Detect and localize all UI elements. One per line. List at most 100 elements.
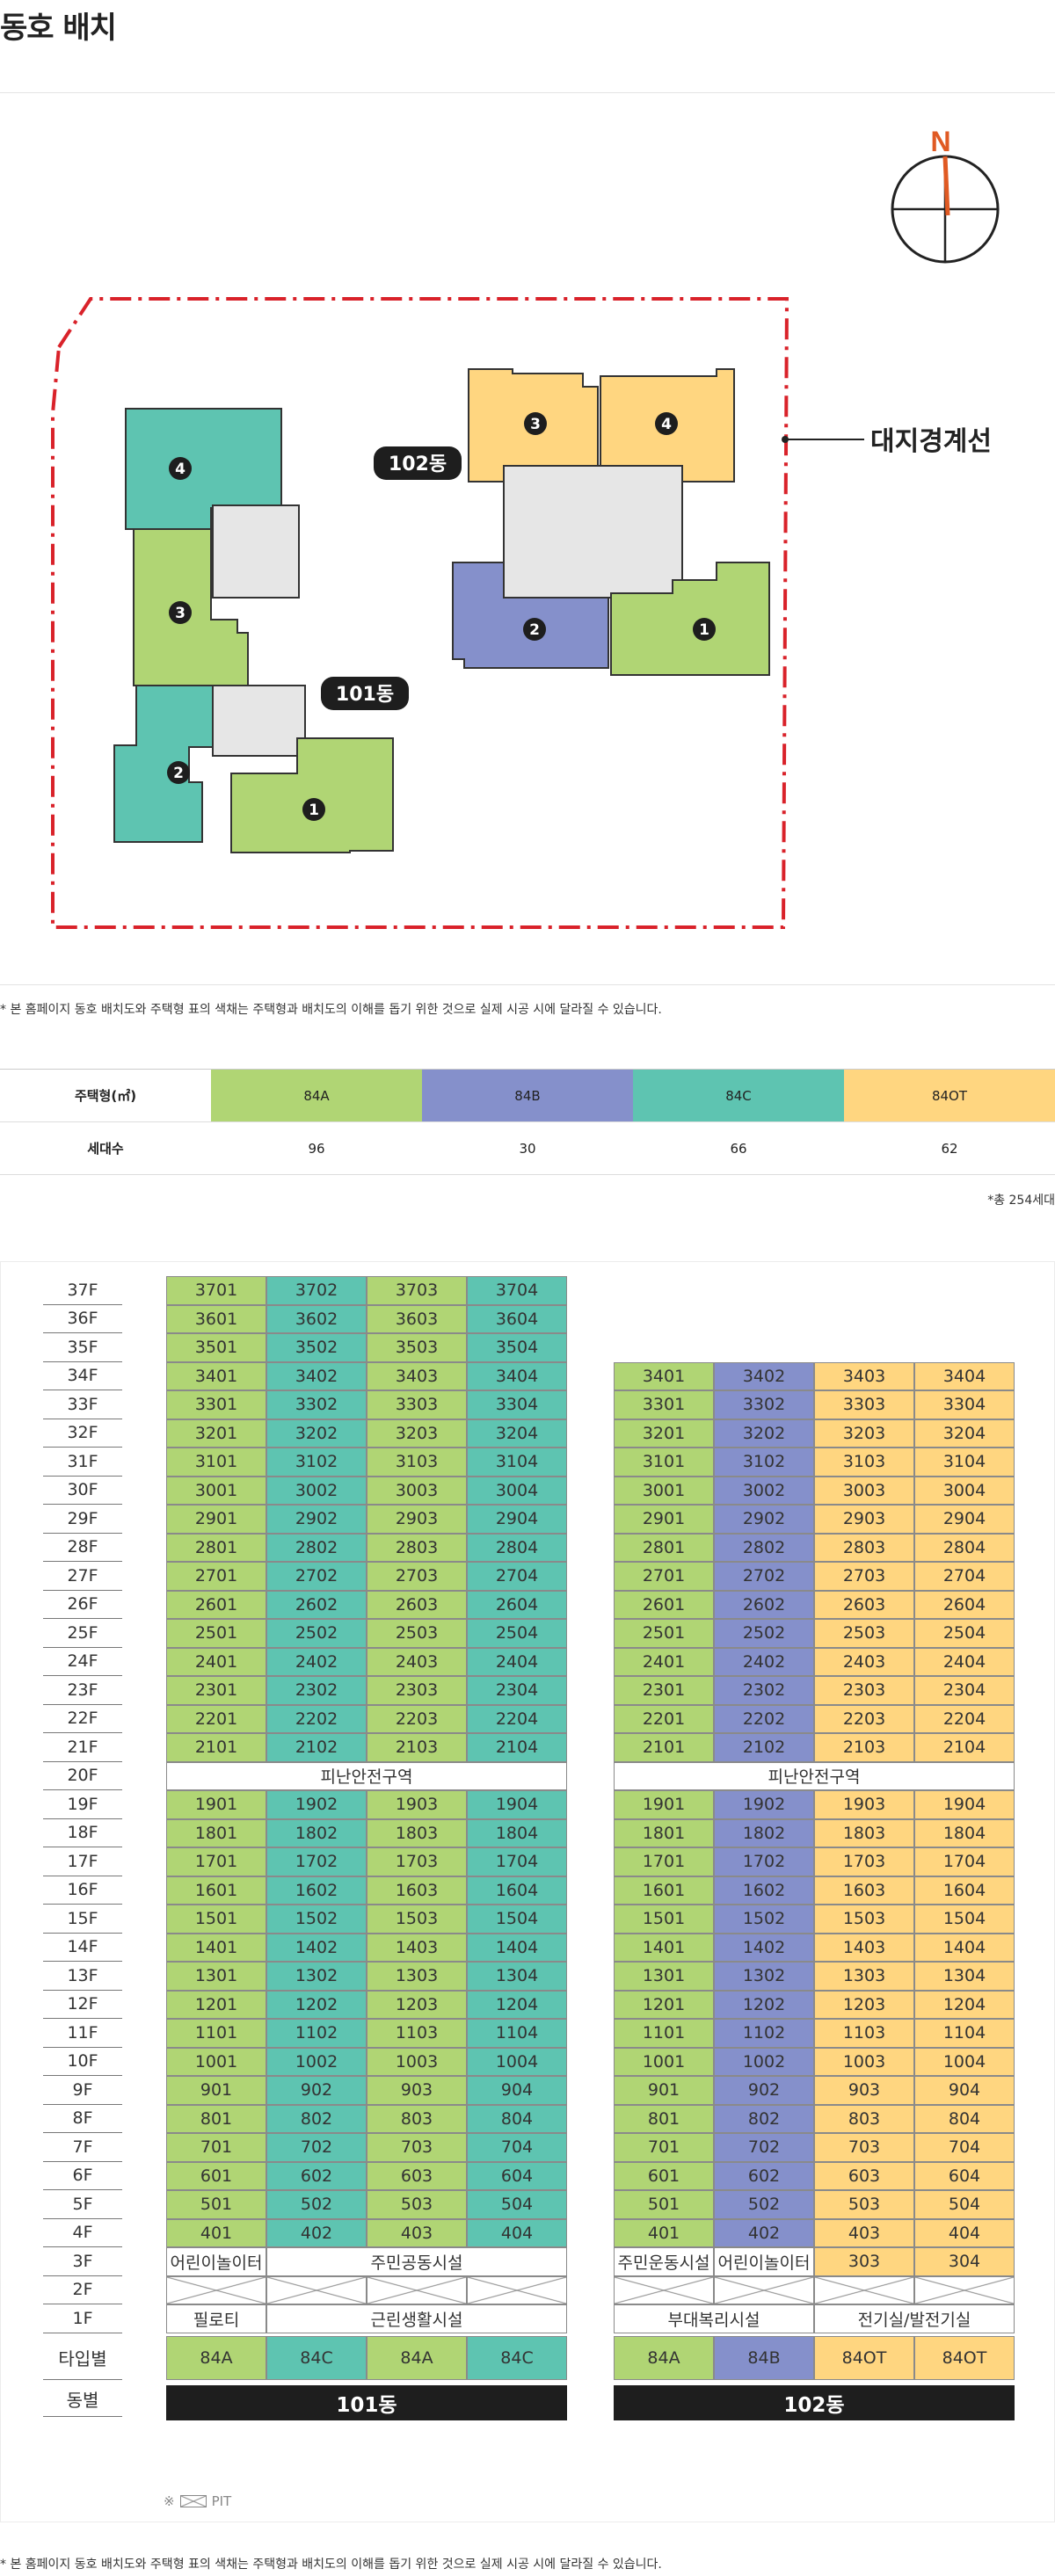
building-101-unit: 2804 bbox=[467, 1533, 567, 1562]
building-102-unit: 904 bbox=[914, 2076, 1015, 2105]
building-101-unit: 1701 bbox=[166, 1847, 266, 1876]
building-101-unit: 3301 bbox=[166, 1390, 266, 1419]
building-101-unit: 1702 bbox=[266, 1847, 367, 1876]
building-101-unit: 3402 bbox=[266, 1361, 367, 1390]
building-102-unit: 1004 bbox=[914, 2047, 1015, 2076]
building-101-unit: 1002 bbox=[266, 2047, 367, 2076]
type-84ot: 84OT bbox=[844, 1069, 1055, 1122]
divider bbox=[0, 92, 1055, 93]
floor-label: 7F bbox=[43, 2133, 122, 2162]
building-102-unit: 1602 bbox=[714, 1876, 814, 1905]
building-102-unit: 2301 bbox=[614, 1676, 714, 1705]
count-84ot: 62 bbox=[844, 1121, 1055, 1175]
building-102-unit: 3403 bbox=[814, 1361, 914, 1390]
building-101-type: 84C bbox=[467, 2336, 567, 2380]
building-101-unit: 803 bbox=[367, 2104, 467, 2133]
building-102-unit: 601 bbox=[614, 2161, 714, 2190]
building-102-unit: 1304 bbox=[914, 1962, 1015, 1991]
floor-label: 21F bbox=[43, 1733, 122, 1762]
building-102-facility: 전기실/발전기실 bbox=[814, 2304, 1015, 2333]
floor-label: 25F bbox=[43, 1619, 122, 1648]
building-101-unit: 2502 bbox=[266, 1619, 367, 1648]
building-101-unit: 1803 bbox=[367, 1818, 467, 1847]
building-101-unit: 3404 bbox=[467, 1361, 567, 1390]
floor-label: 10F bbox=[43, 2048, 122, 2076]
pit-note: PIT bbox=[211, 2493, 232, 2509]
unit-type-table: 주택형(㎡) 84A 84B 84C 84OT 세대수 96 30 66 62 bbox=[0, 1069, 1055, 1175]
building-102-unit: 3304 bbox=[914, 1390, 1015, 1419]
building-102-unit: 2804 bbox=[914, 1533, 1015, 1562]
floor-unit-chart: ※ PIT 37F 36F 35F 34F 33F 32F 31F 30F 29F 28F 27F 2… bbox=[0, 1261, 1055, 2522]
building-101-unit: 704 bbox=[467, 2133, 567, 2162]
building-101-unit: 3302 bbox=[266, 1390, 367, 1419]
site-boundary bbox=[51, 297, 789, 929]
building-101-unit: 804 bbox=[467, 2104, 567, 2133]
building-101-unit: 2902 bbox=[266, 1505, 367, 1534]
building-102-unit: 2602 bbox=[714, 1590, 814, 1619]
building-102-unit: 2204 bbox=[914, 1704, 1015, 1733]
building-102-unit: 2303 bbox=[814, 1676, 914, 1705]
building-101-unit: 701 bbox=[166, 2133, 266, 2162]
building-102-type: 84B bbox=[714, 2336, 814, 2380]
building-101-unit: 2501 bbox=[166, 1619, 266, 1648]
building-101-label: 101동 bbox=[166, 2385, 567, 2420]
building-101-unit: 1601 bbox=[166, 1876, 266, 1905]
building-102-unit: 2402 bbox=[714, 1647, 814, 1676]
building-101-unit: 2603 bbox=[367, 1590, 467, 1619]
building-101-unit: 1003 bbox=[367, 2047, 467, 2076]
building-102-unit: 2902 bbox=[714, 1505, 814, 1534]
building-101-unit: 3103 bbox=[367, 1448, 467, 1477]
building-102-unit: 3302 bbox=[714, 1390, 814, 1419]
building-101-unit: 1501 bbox=[166, 1905, 266, 1934]
building-101-facility: 어린이놀이터 bbox=[166, 2247, 266, 2276]
building-101-unit: 3604 bbox=[467, 1304, 567, 1333]
building-101-unit: 3601 bbox=[166, 1304, 266, 1333]
building-102-unit: 704 bbox=[914, 2133, 1015, 2162]
building-102-unit: 3003 bbox=[814, 1476, 914, 1505]
count-84a: 96 bbox=[211, 1121, 422, 1175]
building-101-unit: 2604 bbox=[467, 1590, 567, 1619]
floor-label: 18F bbox=[43, 1819, 122, 1847]
building-101-unit: 2204 bbox=[467, 1704, 567, 1733]
building-row-label: 동별 bbox=[43, 2382, 122, 2417]
building-101-unit: 3401 bbox=[166, 1361, 266, 1390]
building-102-unit: 2502 bbox=[714, 1619, 814, 1648]
building-102-unit: 1101 bbox=[614, 2019, 714, 2048]
building-102-unit: 1603 bbox=[814, 1876, 914, 1905]
building-102-unit: 2702 bbox=[714, 1562, 814, 1591]
unit-marker: 2 bbox=[523, 618, 546, 641]
building-101-unit: 3503 bbox=[367, 1333, 467, 1362]
building-102-unit: 503 bbox=[814, 2190, 914, 2219]
unit-count-row: 세대수 96 30 66 62 bbox=[0, 1121, 1055, 1175]
building-102-unit: 2401 bbox=[614, 1647, 714, 1676]
building-101-unit: 1703 bbox=[367, 1847, 467, 1876]
building-101-unit: 3004 bbox=[467, 1476, 567, 1505]
floor-label: 28F bbox=[43, 1534, 122, 1562]
floor-label: 31F bbox=[43, 1448, 122, 1477]
type-84b: 84B bbox=[422, 1069, 633, 1122]
building-101-unit: 2401 bbox=[166, 1647, 266, 1676]
floor-label: 27F bbox=[43, 1562, 122, 1591]
building-101: 101동 bbox=[113, 408, 409, 853]
building-102: 102동 bbox=[374, 368, 770, 676]
building-101-unit: 2101 bbox=[166, 1733, 266, 1762]
site-plan: N 대지경계선 101동 102동 4 3 2 1 3 4 2 1 bbox=[51, 126, 1000, 929]
building-101-unit: 1804 bbox=[467, 1818, 567, 1847]
building-102-unit: 1702 bbox=[714, 1847, 814, 1876]
building-102-unit: 702 bbox=[714, 2133, 814, 2162]
svg-text:대지경계선: 대지경계선 bbox=[870, 426, 992, 457]
building-102-unit: 3002 bbox=[714, 1476, 814, 1505]
building-102-unit: 1203 bbox=[814, 1990, 914, 2019]
building-102-unit: 1103 bbox=[814, 2019, 914, 2048]
building-101-unit: 3504 bbox=[467, 1333, 567, 1362]
building-101-unit: 1004 bbox=[467, 2047, 567, 2076]
floor-label: 13F bbox=[43, 1962, 122, 1991]
building-102-unit: 3204 bbox=[914, 1419, 1015, 1448]
building-101-unit: 2203 bbox=[367, 1704, 467, 1733]
unit-marker: 3 bbox=[524, 412, 547, 435]
floor-label: 37F bbox=[43, 1276, 122, 1305]
building-102-unit: 1502 bbox=[714, 1905, 814, 1934]
building-101-unit: 3204 bbox=[467, 1419, 567, 1448]
building-102-unit: 1301 bbox=[614, 1962, 714, 1991]
building-102-unit: 2901 bbox=[614, 1505, 714, 1534]
